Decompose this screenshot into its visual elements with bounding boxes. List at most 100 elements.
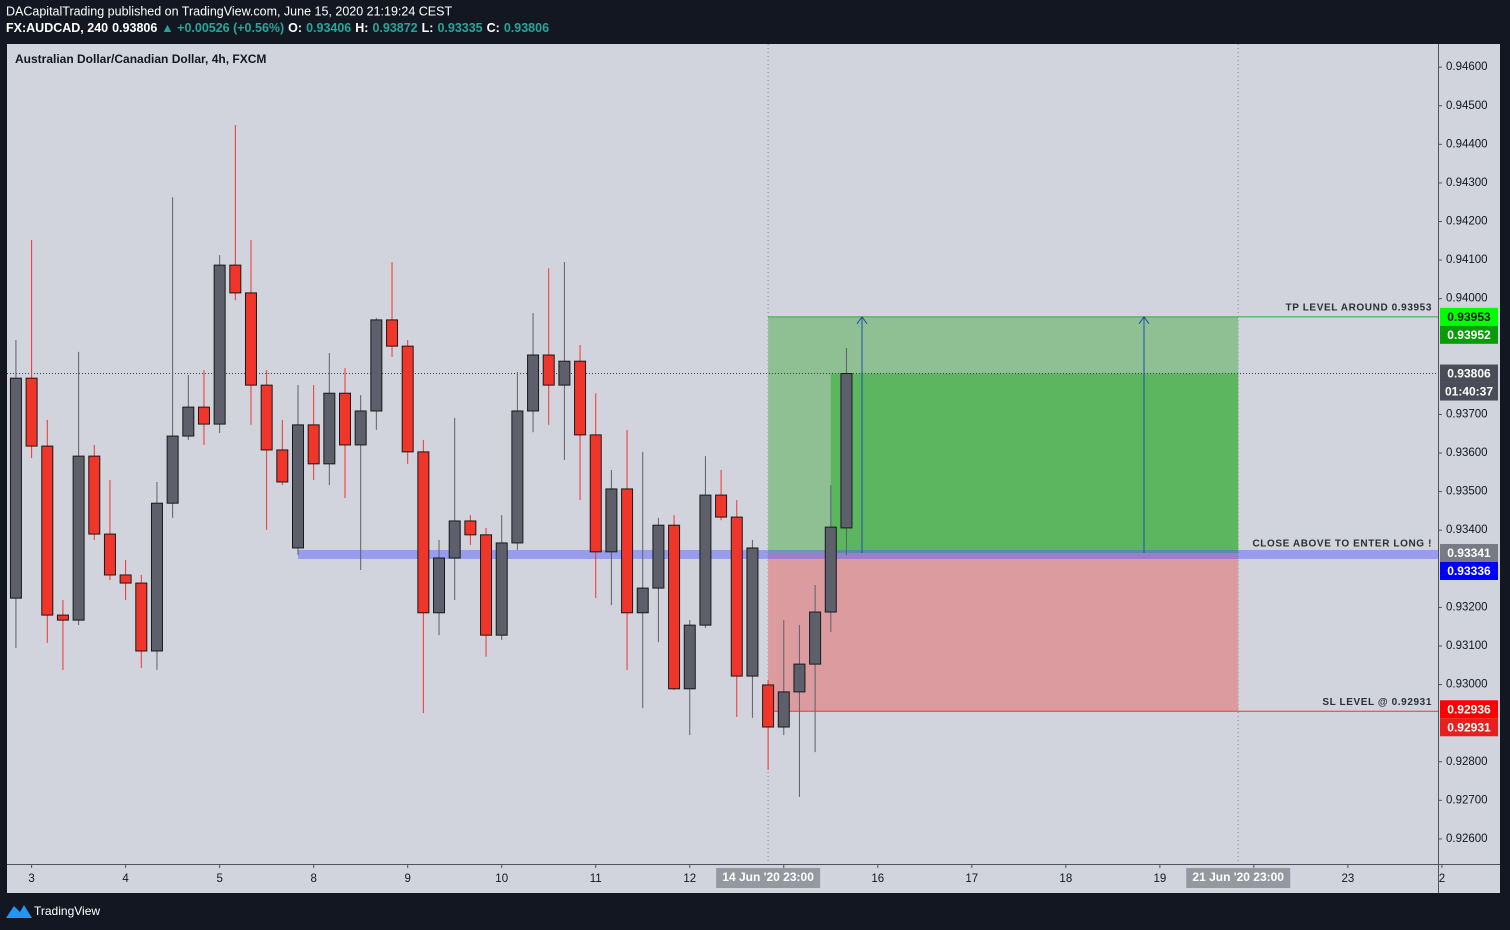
header-part: 0.93335 [437, 21, 482, 35]
candle-body [730, 516, 743, 677]
header-part: 0.93806 [112, 21, 157, 35]
x-tick-label: 3 [28, 873, 34, 885]
header-part: 0.93806 [504, 21, 549, 35]
x-tick-label: 11 [590, 873, 602, 885]
x-tick-label: 17 [965, 873, 978, 885]
candle-body [229, 264, 242, 294]
candle-body [339, 392, 352, 446]
time-label-bg [716, 868, 821, 888]
candle-body [824, 526, 837, 613]
price-badge: 0.92936 [1447, 702, 1491, 716]
candle-body [354, 410, 367, 446]
price-badge-bg [1440, 325, 1498, 344]
candle-body [793, 663, 806, 693]
candle-body [182, 406, 195, 437]
x-tick-label: 2 [1439, 873, 1445, 885]
candle-body [244, 292, 257, 386]
time-label: 21 Jun '20 23:00 [1192, 870, 1284, 884]
price-badge: 0.92931 [1447, 720, 1491, 734]
price-badge-bg [1440, 718, 1498, 737]
price-badge-bg [1440, 543, 1498, 562]
candle-body [511, 410, 524, 544]
candle-body [433, 557, 446, 614]
candle-body [605, 488, 618, 553]
y-tick-label: 0.92600 [1446, 833, 1488, 845]
candle-body [527, 354, 540, 412]
candle-body [777, 691, 790, 728]
candle-body [636, 587, 649, 614]
candle-body [762, 684, 775, 728]
price-badge-bg [1440, 364, 1498, 383]
y-tick-label: 0.93100 [1446, 640, 1488, 652]
header-part: H: [355, 21, 368, 35]
price-badge: 0.93953 [1447, 310, 1491, 324]
y-tick-label: 0.93200 [1446, 601, 1488, 613]
header-part: C: [487, 21, 500, 35]
price-badge: 0.93341 [1447, 546, 1491, 560]
y-tick-label: 0.93600 [1446, 447, 1488, 459]
candle-body [323, 392, 336, 465]
candle-body [589, 434, 602, 553]
chart-title: Australian Dollar/Canadian Dollar, 4h, F… [15, 52, 266, 66]
open-profit [830, 373, 1239, 553]
candle-body [558, 360, 571, 386]
x-tick-label: 18 [1059, 873, 1072, 885]
y-tick-label: 0.92700 [1446, 794, 1488, 806]
candle-body [480, 534, 493, 636]
annotation: SL LEVEL @ 0.92931 [1322, 697, 1432, 708]
candle-body [166, 435, 179, 504]
header-part: 0.93872 [372, 21, 417, 35]
loss-zone [768, 552, 1239, 712]
candle-body [683, 624, 696, 690]
annotation: CLOSE ABOVE TO ENTER LONG ! [1252, 539, 1432, 550]
candle-body [307, 424, 320, 465]
candle-body [276, 449, 289, 483]
x-tick-label: 4 [122, 873, 129, 885]
y-tick-label: 0.92800 [1446, 756, 1488, 768]
y-tick-label: 0.94300 [1446, 177, 1488, 189]
candle-body [464, 520, 477, 536]
candle-body [25, 377, 38, 447]
countdown: 01:40:37 [1445, 385, 1493, 399]
candle-body [840, 373, 853, 529]
y-tick-label: 0.94200 [1446, 216, 1488, 228]
arrow-head [856, 315, 868, 325]
y-tick-label: 0.93000 [1446, 679, 1488, 691]
price-badge-bg [1440, 700, 1498, 719]
price-badge-bg [1440, 561, 1498, 580]
candle-body [88, 455, 101, 535]
candle-body [495, 542, 508, 636]
header-part: FX:AUDCAD, 240 [6, 21, 108, 35]
candle-body [9, 377, 22, 599]
candle-body [621, 488, 634, 614]
candle-body [150, 502, 163, 652]
price-badge-bg [1440, 307, 1498, 326]
candle-body [119, 574, 132, 584]
x-tick-label: 12 [683, 873, 696, 885]
candle-body [652, 524, 665, 589]
footer-brand: TradingView [34, 904, 100, 918]
y-tick-label: 0.94400 [1446, 138, 1488, 150]
time-label-bg [1186, 868, 1291, 888]
candle-body [103, 533, 116, 576]
header-part: 0.93406 [306, 21, 351, 35]
x-tick-label: 10 [495, 873, 508, 885]
x-tick-label: 8 [310, 873, 316, 885]
chart-background [7, 44, 1500, 893]
footer-logo [6, 905, 32, 918]
candle-body [260, 384, 273, 451]
candle-body [417, 451, 430, 614]
candle-body [135, 582, 148, 652]
candle-body [746, 547, 759, 677]
header-part: O: [288, 21, 302, 35]
y-tick-label: 0.93500 [1446, 486, 1488, 498]
header-part: L: [422, 21, 434, 35]
price-badge: 0.93336 [1447, 564, 1491, 578]
x-tick-label: 23 [1341, 873, 1354, 885]
support-band [298, 549, 1438, 559]
candle-body [386, 319, 399, 347]
y-tick-label: 0.94000 [1446, 293, 1488, 305]
price-badge: 0.93806 [1447, 367, 1491, 381]
candle-body [699, 494, 712, 626]
